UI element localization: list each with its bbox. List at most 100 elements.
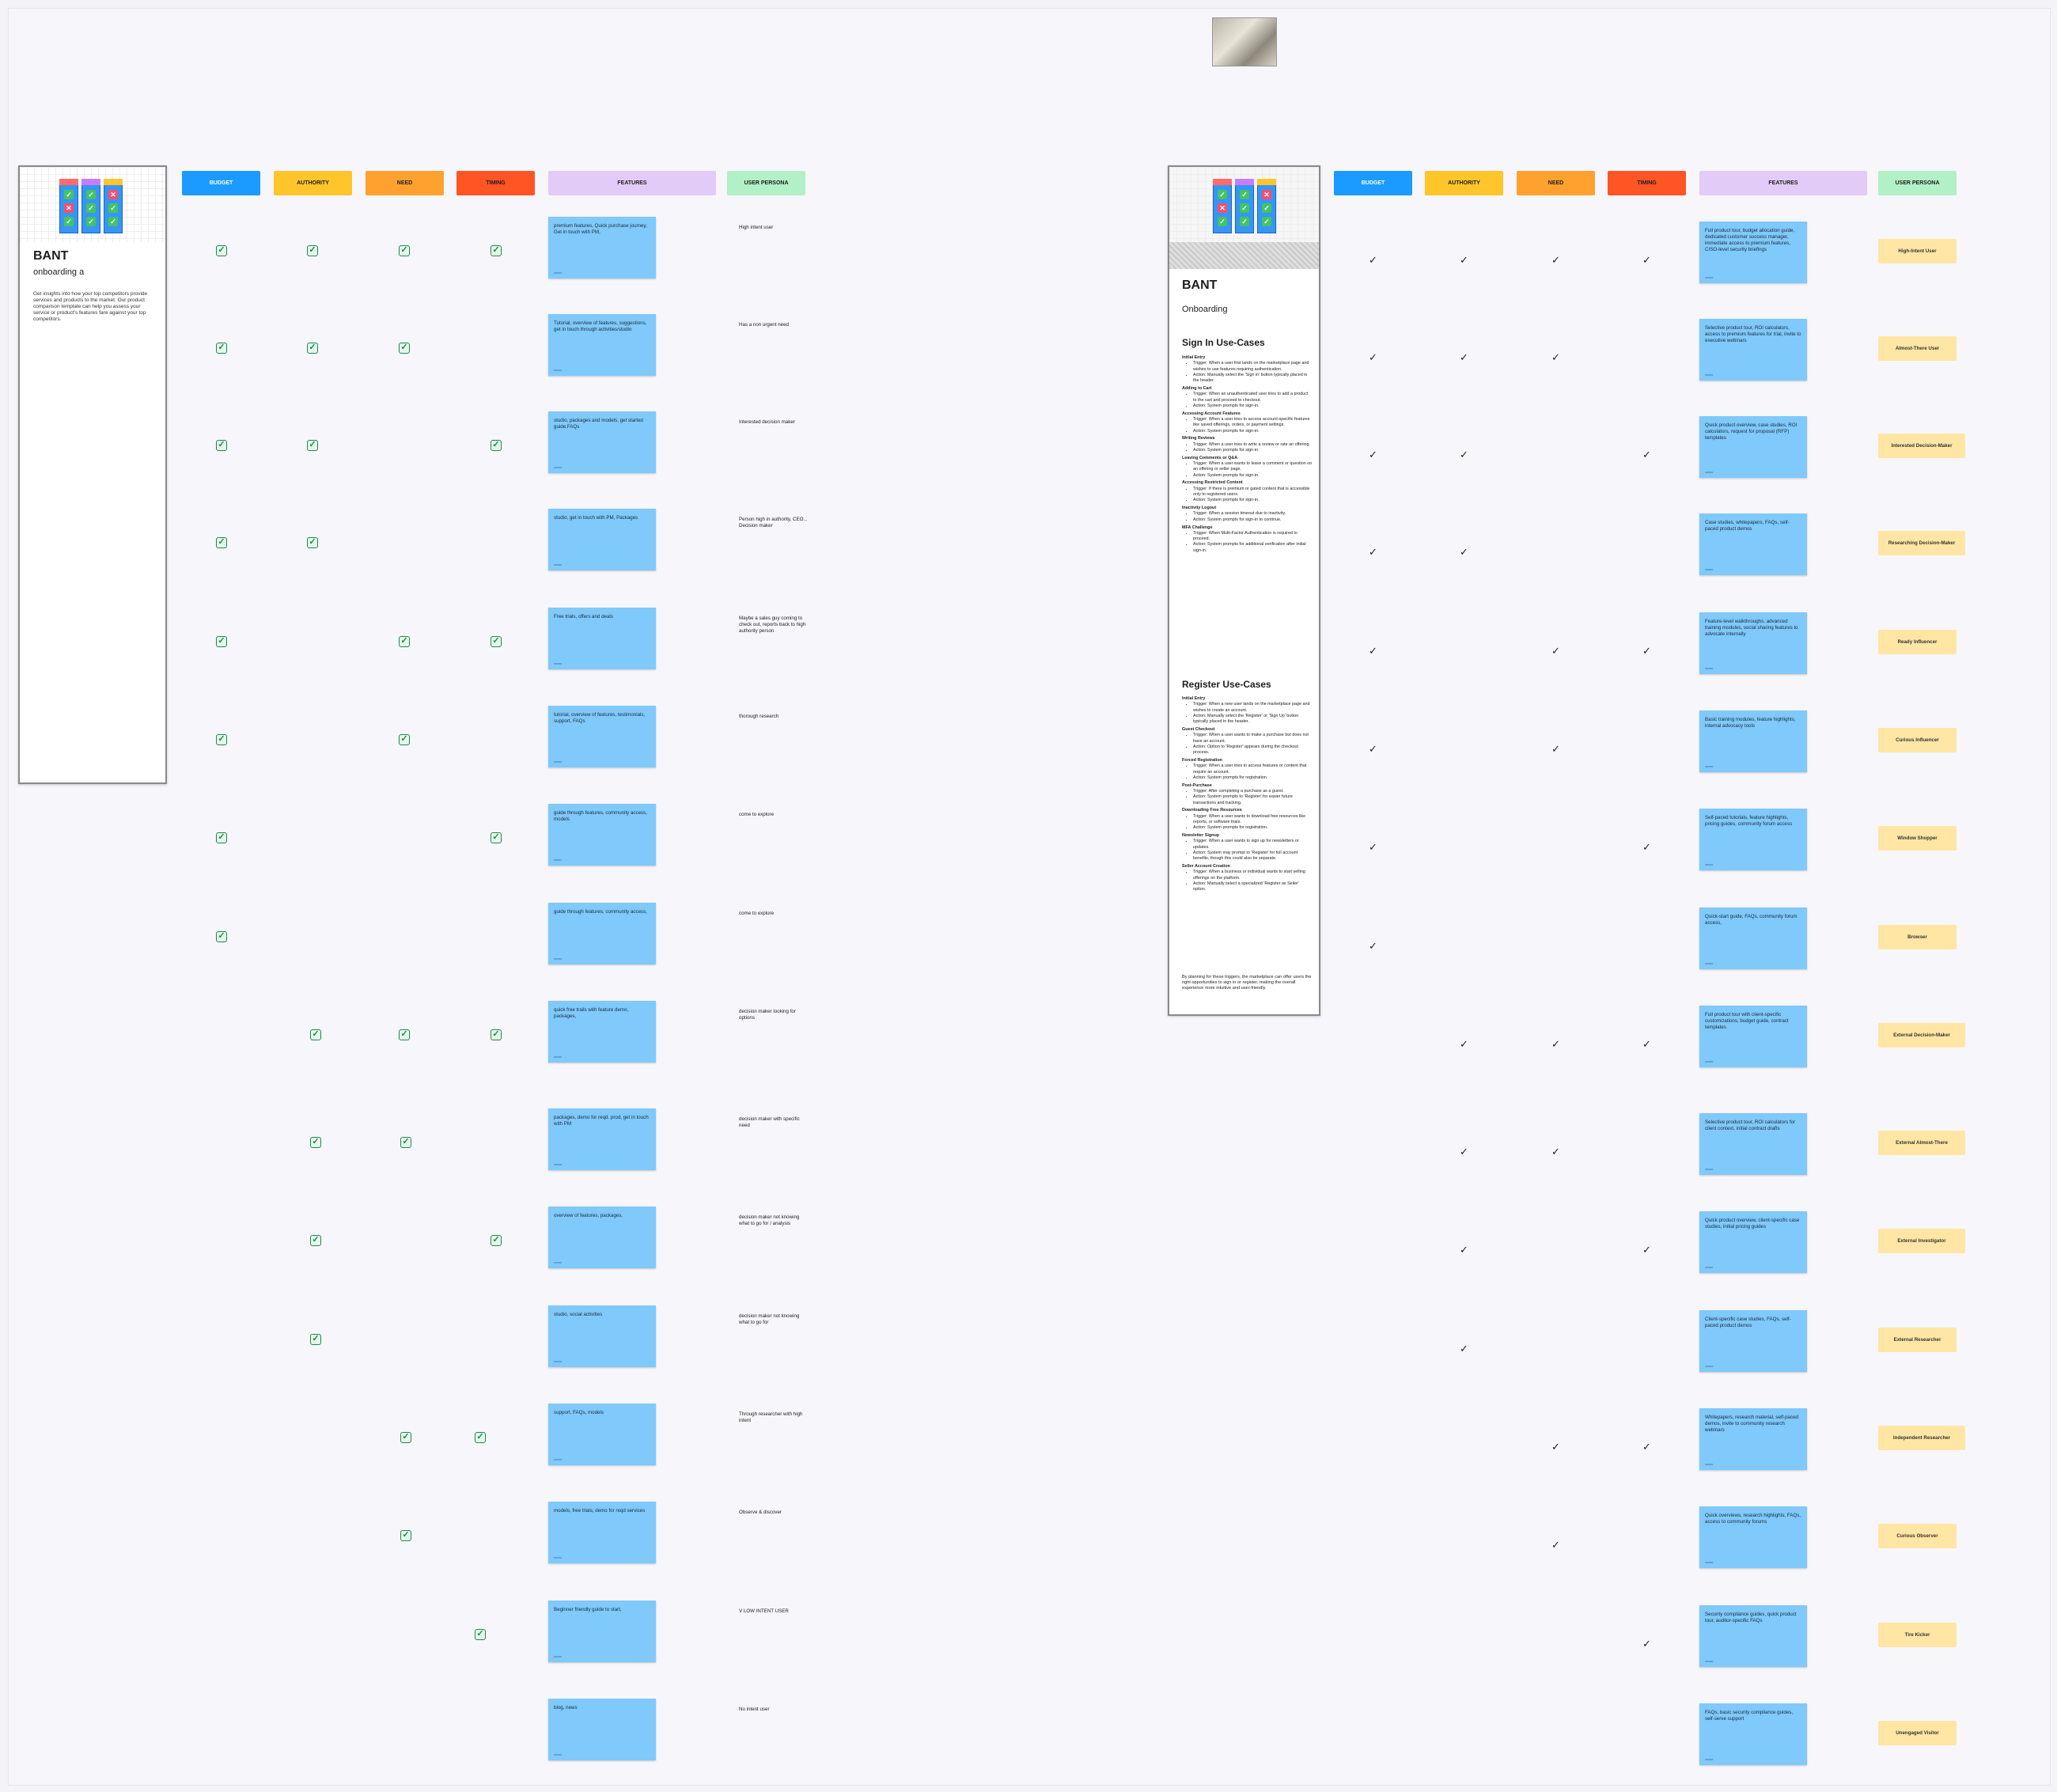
checkbox-checked-icon[interactable]: ✓ [310, 1137, 321, 1148]
persona-chip[interactable]: Independent Researcher [1878, 1426, 1965, 1450]
persona-text[interactable]: Maybe a sales guy coming to check out, r… [739, 616, 806, 634]
header-user-persona[interactable]: USER PERSONA [727, 171, 805, 195]
persona-chip[interactable]: Unengaged Visitor [1878, 1721, 1957, 1745]
checkbox-checked-icon[interactable]: ✓ [216, 537, 227, 548]
persona-chip[interactable]: External Almost-There [1878, 1131, 1965, 1155]
checkbox-checked-icon[interactable]: ✓ [310, 1029, 321, 1040]
persona-chip[interactable]: Browser [1878, 925, 1957, 949]
persona-text[interactable]: Through researcher with high intent [739, 1411, 803, 1423]
feature-sticky-note[interactable]: guide through features, community access… [548, 804, 656, 866]
checkbox-checked-icon[interactable]: ✓ [307, 537, 318, 548]
persona-chip[interactable]: Almost-There User [1878, 336, 1957, 361]
checkbox-checked-icon[interactable]: ✓ [491, 636, 502, 647]
feature-sticky-note[interactable]: Security compliance guides, quick produc… [1699, 1605, 1807, 1667]
persona-text[interactable]: High intent user [739, 225, 774, 230]
feature-sticky-note[interactable]: quick free trails with feature demo, pac… [548, 1001, 656, 1063]
feature-sticky-note[interactable]: Quick product overview, case studies, RO… [1699, 416, 1807, 478]
checkbox-checked-icon[interactable]: ✓ [399, 1029, 410, 1040]
checkbox-checked-icon[interactable]: ✓ [491, 440, 502, 451]
persona-text[interactable]: Interested decision maker [739, 419, 795, 425]
feature-sticky-note[interactable]: guide through features, community access… [548, 903, 656, 964]
persona-text[interactable]: No intent user [739, 1707, 770, 1712]
feature-sticky-note[interactable]: Whitepapers, research material, self-pac… [1699, 1408, 1807, 1470]
persona-chip[interactable]: Researching Decision-Maker [1878, 531, 1965, 555]
feature-sticky-note[interactable]: overview of features, packages, [548, 1207, 656, 1268]
persona-text[interactable]: decision maker not knowing what to go fo… [739, 1214, 800, 1226]
image-thumbnail[interactable] [1212, 17, 1277, 66]
checkbox-checked-icon[interactable]: ✓ [216, 832, 227, 843]
persona-chip[interactable]: External Researcher [1878, 1328, 1957, 1352]
persona-chip[interactable]: Tire Kicker [1878, 1623, 1957, 1647]
feature-sticky-note[interactable]: studio, social activities [548, 1305, 656, 1367]
feature-sticky-note[interactable]: Feature-level walkthroughs, advanced tra… [1699, 612, 1807, 674]
feature-sticky-note[interactable]: Free trials, offers and deals [548, 608, 656, 669]
persona-text[interactable]: decision maker with specific need [739, 1116, 800, 1128]
feature-sticky-note[interactable]: premium features, Quick purchase journey… [548, 217, 656, 278]
feature-sticky-note[interactable]: Quick-start guide, FAQs, community forum… [1699, 907, 1807, 969]
checkbox-checked-icon[interactable]: ✓ [307, 343, 318, 354]
header-timing[interactable]: TIMING [1608, 171, 1686, 195]
persona-text[interactable]: V LOW INTENT USER [739, 1608, 789, 1614]
header-features[interactable]: FEATURES [548, 171, 716, 195]
feature-sticky-note[interactable]: Selective product tour, ROI calculators … [1699, 1113, 1807, 1175]
checkbox-checked-icon[interactable]: ✓ [216, 636, 227, 647]
feature-sticky-note[interactable]: Case studies, whitepapers, FAQs, self-pa… [1699, 513, 1807, 575]
persona-text[interactable]: thorough research [739, 714, 779, 719]
persona-text[interactable]: Observe & discover [739, 1510, 782, 1515]
checkbox-checked-icon[interactable]: ✓ [491, 1235, 502, 1246]
header-authority[interactable]: AUTHORITY [274, 171, 352, 195]
feature-sticky-note[interactable]: Quick overviews, research highlights, FA… [1699, 1506, 1807, 1568]
persona-text[interactable]: Person high in authority, CEO... Decisio… [739, 517, 808, 529]
header-timing[interactable]: TIMING [456, 171, 535, 195]
feature-sticky-note[interactable]: studio, packages and models, get started… [548, 411, 656, 473]
checkbox-checked-icon[interactable]: ✓ [399, 245, 410, 256]
checkbox-checked-icon[interactable]: ✓ [400, 1137, 411, 1148]
checkbox-checked-icon[interactable]: ✓ [399, 343, 410, 354]
checkbox-checked-icon[interactable]: ✓ [307, 440, 318, 451]
header-authority[interactable]: AUTHORITY [1425, 171, 1503, 195]
checkbox-checked-icon[interactable]: ✓ [491, 832, 502, 843]
feature-sticky-note[interactable]: Beginner friendly guide to start, [548, 1601, 656, 1662]
feature-sticky-note[interactable]: Selective product tour, ROI calculators,… [1699, 319, 1807, 381]
left-bant-card[interactable]: BANT onboarding a Get insights into how … [18, 165, 167, 784]
checkbox-checked-icon[interactable]: ✓ [216, 343, 227, 354]
checkbox-checked-icon[interactable]: ✓ [310, 1235, 321, 1246]
header-need[interactable]: NEED [366, 171, 444, 195]
persona-text[interactable]: Has a non urgent need [739, 322, 789, 328]
feature-sticky-note[interactable]: studio, get in touch with PM, Packages [548, 509, 656, 570]
checkbox-checked-icon[interactable]: ✓ [216, 931, 227, 942]
persona-text[interactable]: decision maker not knowing what to go fo… [739, 1313, 800, 1325]
persona-text[interactable]: decision maker looking for options [739, 1009, 796, 1021]
header-budget[interactable]: BUDGET [1334, 171, 1412, 195]
persona-chip[interactable]: Curious Influencer [1878, 728, 1957, 752]
checkbox-checked-icon[interactable]: ✓ [216, 440, 227, 451]
checkbox-checked-icon[interactable]: ✓ [216, 245, 227, 256]
header-need[interactable]: NEED [1517, 171, 1595, 195]
persona-chip[interactable]: Curious Observer [1878, 1524, 1957, 1548]
checkbox-checked-icon[interactable]: ✓ [491, 245, 502, 256]
feature-sticky-note[interactable]: FAQs, basic security compliance guides, … [1699, 1703, 1807, 1765]
feature-sticky-note[interactable]: tutorial, overview of features, testimon… [548, 706, 656, 767]
checkbox-checked-icon[interactable]: ✓ [399, 734, 410, 745]
persona-chip[interactable]: External Investigator [1878, 1229, 1965, 1253]
checkbox-checked-icon[interactable]: ✓ [475, 1432, 486, 1443]
feature-sticky-note[interactable]: models, free trials, demo for reqd servi… [548, 1502, 656, 1563]
checkbox-checked-icon[interactable]: ✓ [400, 1432, 411, 1443]
persona-text[interactable]: come to explore [739, 911, 775, 916]
checkbox-checked-icon[interactable]: ✓ [399, 636, 410, 647]
header-features[interactable]: FEATURES [1699, 171, 1867, 195]
checkbox-checked-icon[interactable]: ✓ [475, 1629, 486, 1640]
header-user-persona[interactable]: USER PERSONA [1878, 171, 1957, 195]
feature-sticky-note[interactable]: Self-paced tutorials, feature highlights… [1699, 809, 1807, 870]
feature-sticky-note[interactable]: blog, news [548, 1699, 656, 1760]
feature-sticky-note[interactable]: Tutorial, overview of features, suggesti… [548, 314, 656, 376]
whiteboard-canvas[interactable] [8, 8, 2051, 1786]
persona-chip[interactable]: Interested Decision-Maker [1878, 434, 1965, 458]
feature-sticky-note[interactable]: Full product tour, budget allocation gui… [1699, 222, 1807, 283]
persona-chip[interactable]: Ready Influencer [1878, 630, 1957, 654]
checkbox-checked-icon[interactable]: ✓ [216, 734, 227, 745]
feature-sticky-note[interactable]: Quick product overview, client-specific … [1699, 1211, 1807, 1273]
checkbox-checked-icon[interactable]: ✓ [307, 245, 318, 256]
header-budget[interactable]: BUDGET [182, 171, 260, 195]
persona-text[interactable]: come to explore [739, 812, 775, 817]
